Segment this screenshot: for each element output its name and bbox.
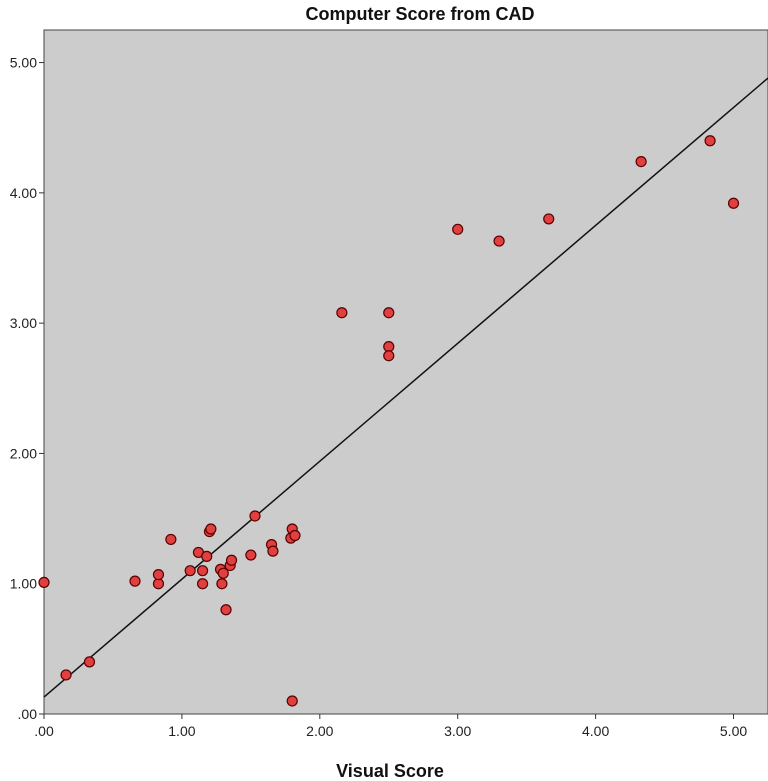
data-point xyxy=(60,669,72,681)
x-tick-label: 5.00 xyxy=(720,723,747,739)
x-axis-title: Visual Score xyxy=(336,761,444,781)
data-point xyxy=(267,545,279,557)
y-tick-label: 2.00 xyxy=(10,445,37,461)
data-point xyxy=(184,565,196,577)
data-point xyxy=(152,578,165,590)
data-point xyxy=(165,533,177,546)
data-point xyxy=(205,523,217,535)
data-point xyxy=(217,567,229,579)
x-tick-label: .00 xyxy=(34,723,54,739)
data-point xyxy=(129,575,141,587)
points-layer xyxy=(38,135,740,707)
x-tick-label: 4.00 xyxy=(582,723,609,739)
data-point xyxy=(383,340,395,353)
data-point xyxy=(383,350,395,362)
data-point xyxy=(220,604,232,616)
y-tick-label: 5.00 xyxy=(10,55,37,71)
x-axis: .00 1.00 2.00 3.00 4.00 5.00 xyxy=(34,714,747,739)
plot-area xyxy=(43,29,768,715)
data-point xyxy=(201,550,213,562)
data-point xyxy=(289,529,301,542)
data-point xyxy=(452,223,464,235)
data-point xyxy=(196,578,209,590)
data-point xyxy=(249,510,261,522)
y-tick-label: 4.00 xyxy=(10,185,37,201)
x-tick-label: 2.00 xyxy=(306,723,333,739)
data-point xyxy=(493,235,505,247)
data-point xyxy=(336,307,348,319)
data-point xyxy=(196,565,209,577)
data-point xyxy=(543,213,555,225)
data-point xyxy=(38,576,50,589)
y-tick-label: 3.00 xyxy=(10,315,37,331)
data-point xyxy=(635,155,647,168)
data-point xyxy=(383,307,395,319)
fit-line xyxy=(43,77,768,698)
data-point xyxy=(286,695,298,707)
y-tick-label: 1.00 xyxy=(10,576,37,592)
data-point xyxy=(83,656,96,668)
data-point xyxy=(245,549,257,561)
y-tick-label: .00 xyxy=(18,706,38,722)
chart-title: Computer Score from CAD xyxy=(305,4,534,24)
x-tick-label: 3.00 xyxy=(444,723,471,739)
y-axis: .00 1.00 2.00 3.00 4.00 5.00 xyxy=(10,55,44,722)
data-point xyxy=(704,135,716,147)
data-point xyxy=(216,578,228,590)
x-tick-label: 1.00 xyxy=(168,723,195,739)
data-point xyxy=(225,554,238,566)
data-point xyxy=(727,197,740,209)
fit-line-layer xyxy=(43,77,768,698)
data-point xyxy=(152,568,165,581)
